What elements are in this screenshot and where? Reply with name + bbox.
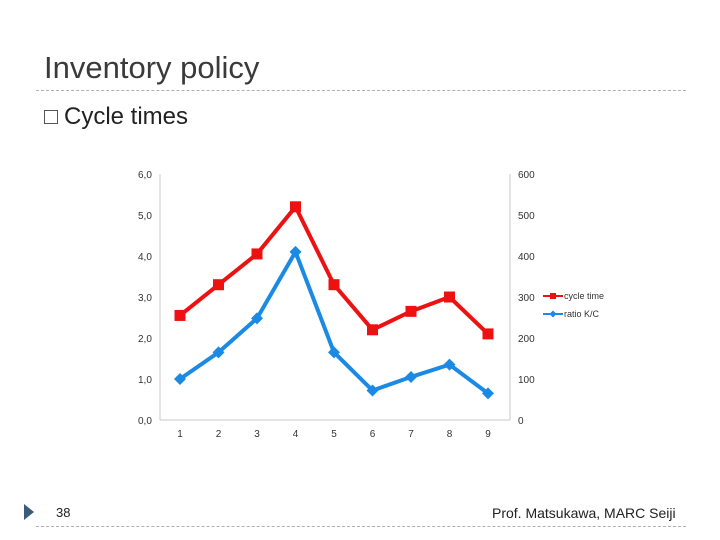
right-tick-label: 200: [518, 334, 535, 345]
cycle-time-point: [405, 305, 417, 317]
title-divider: [36, 90, 686, 91]
right-tick-label: 100: [518, 375, 535, 386]
cycle-time-point: [251, 248, 263, 260]
ratio-k-c-point: [251, 312, 263, 325]
left-tick-label: 1,0: [138, 375, 152, 386]
bullet-text: Cycle times: [64, 103, 189, 130]
cycle-time-point: [444, 291, 455, 303]
x-tick-label: 5: [331, 429, 337, 440]
legend-label-ratio-k-c: ratio K/C: [564, 309, 600, 319]
cycle-time-point: [482, 328, 494, 340]
x-tick-label: 1: [177, 429, 183, 440]
legend-label-cycle-time: cycle time: [564, 291, 604, 301]
cycle-time-point: [328, 279, 340, 291]
ratio-k-c-point: [443, 358, 456, 371]
right-tick-label: 400: [518, 252, 535, 263]
cycle-time-series-line: [178, 204, 490, 336]
ratio-k-c-point: [289, 245, 302, 258]
legend-marker: [549, 310, 557, 318]
right-tick-label: 500: [518, 211, 535, 222]
x-tick-label: 6: [370, 429, 376, 440]
page-number: 38: [56, 505, 71, 520]
cycle-time-point: [174, 309, 186, 321]
ratio-k-c-point: [366, 384, 379, 397]
checkbox-bullet-icon: [44, 110, 58, 124]
left-tick-label: 3,0: [138, 293, 152, 304]
footer-divider: [36, 526, 686, 527]
x-tick-label: 3: [254, 429, 260, 440]
bullet-item: Cycle times: [44, 103, 188, 131]
cycle-time-point: [213, 279, 224, 291]
page-marker-icon: [24, 504, 34, 520]
ratio-k-c-series-line: [178, 249, 490, 395]
left-tick-label: 2,0: [138, 334, 152, 345]
ratio-k-c-point: [174, 373, 186, 385]
ratio-k-c-point: [405, 370, 417, 383]
footer-author: Prof. Matsukawa, MARC Seiji: [492, 505, 676, 521]
ratio-k-c-point: [482, 387, 494, 400]
x-tick-label: 4: [293, 429, 299, 440]
slide-title: Inventory policy: [44, 50, 260, 85]
x-tick-label: 8: [447, 429, 453, 440]
right-tick-label: 300: [518, 293, 535, 304]
left-tick-label: 0,0: [138, 416, 152, 427]
x-tick-label: 7: [408, 429, 414, 440]
ratio-k-c-point: [212, 346, 225, 359]
x-tick-label: 2: [216, 429, 222, 440]
left-tick-label: 4,0: [138, 252, 152, 263]
left-tick-label: 5,0: [138, 211, 152, 222]
cycle-time-point: [367, 324, 378, 336]
ratio-k-c-point: [328, 346, 340, 359]
cycle-time-point: [290, 201, 301, 213]
right-tick-label: 600: [518, 170, 535, 181]
legend-marker: [550, 293, 556, 299]
x-tick-label: 9: [485, 429, 491, 440]
left-tick-label: 6,0: [138, 170, 152, 181]
right-tick-label: 0: [518, 416, 524, 427]
